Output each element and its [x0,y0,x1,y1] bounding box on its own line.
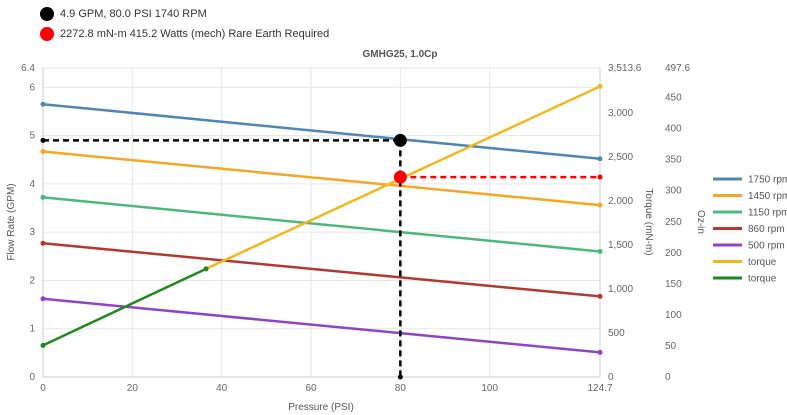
series-line-3 [42,242,601,298]
torque-info-text: 2272.8 mN-m 415.2 Watts (mech) Rare Eart… [60,28,330,40]
y-tick-label: 6 [29,82,35,93]
series-line-4 [42,297,601,354]
torque-tick-label: 1,000 [608,284,633,295]
series-line-0 [42,102,601,161]
y-tick-label: 1 [29,324,35,335]
legend-label-0: 1750 rpm [748,175,787,186]
x-tick-label: 40 [216,383,228,394]
series-point-0 [597,156,603,162]
flow-guide-end-point [397,374,403,380]
series-line-6 [42,267,207,347]
torque-axis-label: Torque (mN-m) [643,188,654,255]
x-tick-label: 0 [40,383,46,394]
flow-operating-point [393,133,407,147]
series-line-2 [42,196,601,253]
oz-in-tick-label: 200 [665,248,682,259]
oz-in-tick-label: 400 [665,124,682,135]
series-point-4 [40,296,46,302]
legend-label-5: torque [748,257,777,268]
series-point-4 [597,349,603,355]
oz-in-tick-label: 300 [665,186,682,197]
oz-in-tick-label: 350 [665,155,682,166]
series-point-5 [597,83,603,89]
black-dot-icon [40,7,54,21]
x-tick-label: 124.7 [587,383,612,394]
torque-tick-label: 1,500 [608,240,633,251]
legend-label-4: 500 rpm [748,241,785,252]
y-tick-label: 6.4 [21,63,35,74]
flow-guide-end-point [40,137,46,143]
x-axis-label: Pressure (PSI) [288,402,354,413]
torque-tick-label: 2,000 [608,196,633,207]
flow-info-text: 4.9 GPM, 80.0 PSI 1740 RPM [60,8,207,20]
y-tick-label: 2 [29,275,35,286]
torque-tick-label: 500 [608,328,625,339]
red-dot-icon [40,27,54,41]
series-point-3 [597,293,603,299]
legend-label-6: torque [748,274,777,285]
legend-label-1: 1450 rpm [748,191,787,202]
torque-operating-point [393,170,407,184]
torque-operating-point-info: 2272.8 mN-m 415.2 Watts (mech) Rare Eart… [40,27,329,41]
series-point-0 [40,101,46,107]
series-point-2 [597,248,603,254]
oz-in-tick-label: 100 [665,310,682,321]
x-tick-label: 20 [127,383,139,394]
legend-label-2: 1150 rpm [748,208,787,219]
oz-in-tick-label: 0 [665,372,671,383]
x-tick-label: 60 [305,383,317,394]
y-tick-label: 4 [29,179,35,190]
oz-in-tick-label: 150 [665,279,682,290]
chart-title: GMHG25, 1.0Cp [362,49,437,60]
y-tick-label: 3 [29,227,35,238]
oz-in-tick-label: 50 [665,341,677,352]
series-point-6 [40,342,46,348]
y-tick-label: 5 [29,131,35,142]
y-tick-label: 0 [29,372,35,383]
torque-tick-label: 3,513.6 [608,63,642,74]
series-point-3 [40,240,46,246]
x-tick-label: 80 [395,383,407,394]
oz-in-axis-label: Oz-in [695,210,706,234]
series-point-2 [40,194,46,200]
torque-tick-label: 2,500 [608,152,633,163]
oz-in-tick-label: 497.6 [665,63,690,74]
torque-guide-end-point [597,174,603,180]
legend-label-3: 860 rpm [748,224,785,235]
series-point-6 [203,266,209,272]
oz-in-tick-label: 250 [665,217,682,228]
series-point-1 [597,202,603,208]
series-point-1 [40,149,46,155]
y-axis-label: Flow Rate (GPM) [6,183,17,260]
flow-operating-point-info: 4.9 GPM, 80.0 PSI 1740 RPM [40,7,207,21]
series-line-1 [42,150,601,207]
oz-in-tick-label: 450 [665,93,682,104]
x-tick-label: 100 [481,383,498,394]
torque-tick-label: 3,000 [608,108,633,119]
torque-tick-label: 0 [608,372,614,383]
